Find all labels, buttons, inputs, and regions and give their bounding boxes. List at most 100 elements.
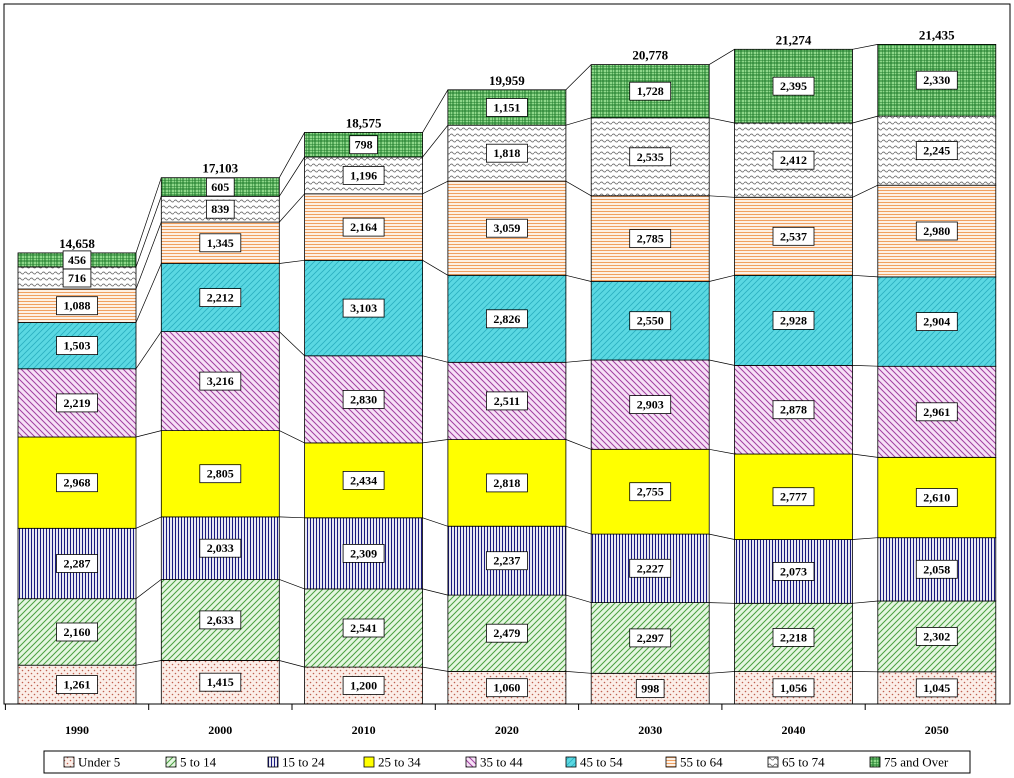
value-label-box xyxy=(56,393,98,413)
value-label-under-5-1990: 1,261 xyxy=(64,678,91,692)
value-label-25-to-34-2000: 2,805 xyxy=(207,467,234,481)
connector-line xyxy=(709,49,735,65)
legend-label-65-to-74: 65 to 74 xyxy=(782,755,825,770)
value-label-box xyxy=(56,336,98,356)
total-label-2040: 21,274 xyxy=(776,32,812,47)
value-label-5-to-14-2040: 2,218 xyxy=(780,630,807,644)
legend-label-5-to-14: 5 to 14 xyxy=(180,755,217,770)
connector-line xyxy=(565,359,592,363)
connector-line xyxy=(135,263,162,323)
value-label-45-to-54-2020: 2,826 xyxy=(493,312,520,326)
value-label-65-to-74-2050: 2,245 xyxy=(923,144,950,158)
value-label-75-and-over-2000: 605 xyxy=(211,180,229,194)
value-label-15-to-24-2030: 2,227 xyxy=(637,561,664,575)
x-tick-2020: 2020 xyxy=(495,723,519,737)
value-labels-group: 1,261 2,160 2,287 2,968 2,219 1,503 1,088 716 45… xyxy=(56,70,958,698)
value-label-35-to-44-2020: 2,511 xyxy=(494,394,520,408)
bar-45-to-54-2000 xyxy=(160,263,280,332)
value-label-65-to-74-2010: 1,196 xyxy=(350,168,377,182)
value-label-5-to-14-2030: 2,297 xyxy=(637,631,664,645)
value-label-box xyxy=(485,143,528,163)
value-label-box xyxy=(772,400,815,420)
value-label-box xyxy=(629,229,672,249)
value-label-box xyxy=(772,150,815,170)
total-labels-group: 14,658 17,103 18,575 19,959 20,778 21,274 21,4… xyxy=(59,27,955,251)
connector-line xyxy=(279,579,305,590)
value-label-65-to-74-1990: 716 xyxy=(68,271,86,285)
value-label-box xyxy=(342,389,385,409)
value-label-25-to-34-2030: 2,755 xyxy=(637,485,664,499)
connector-line xyxy=(279,516,305,519)
value-label-65-to-74-2000: 839 xyxy=(211,202,229,216)
value-label-65-to-74-2040: 2,412 xyxy=(780,153,807,167)
connector-line xyxy=(135,221,162,290)
value-label-35-to-44-1990: 2,219 xyxy=(64,396,91,410)
value-label-55-to-64-2000: 1,345 xyxy=(207,236,234,250)
value-label-45-to-54-1990: 1,503 xyxy=(64,339,91,353)
value-label-box xyxy=(915,627,958,646)
value-label-55-to-64-2040: 2,537 xyxy=(780,229,807,243)
value-label-box xyxy=(485,678,528,698)
value-label-box xyxy=(485,391,528,411)
value-label-15-to-24-2040: 2,073 xyxy=(780,564,807,578)
x-tick-2000: 2000 xyxy=(208,723,232,737)
value-label-35-to-44-2010: 2,830 xyxy=(350,392,377,406)
value-label-under-5-2010: 1,200 xyxy=(350,679,377,693)
value-label-box xyxy=(56,622,98,642)
x-tick-2030: 2030 xyxy=(638,723,662,737)
total-label-1990: 14,658 xyxy=(59,236,95,251)
value-label-under-5-2050: 1,045 xyxy=(923,681,950,695)
x-tick-2050: 2050 xyxy=(925,723,949,737)
connector-line xyxy=(422,666,448,672)
connector-line xyxy=(279,156,305,197)
value-label-box xyxy=(629,147,672,167)
connector-line xyxy=(852,365,878,367)
value-label-box xyxy=(56,675,98,694)
value-label-75-and-over-2030: 1,728 xyxy=(637,84,664,98)
value-label-35-to-44-2050: 2,961 xyxy=(923,405,950,419)
value-label-box xyxy=(485,551,528,571)
legend-swatch-5-to-14 xyxy=(165,756,177,768)
value-label-75-and-over-1990: 456 xyxy=(68,253,86,267)
value-label-25-to-34-2020: 2,818 xyxy=(493,476,520,490)
value-label-box xyxy=(349,135,378,155)
bar-25-to-34-2050 xyxy=(877,456,997,539)
bar-45-to-54-2010 xyxy=(304,259,424,357)
value-label-35-to-44-2040: 2,878 xyxy=(780,403,807,417)
value-label-15-to-24-2050: 2,058 xyxy=(923,562,950,576)
connector-line xyxy=(422,517,449,527)
value-label-box xyxy=(342,544,385,563)
total-label-2030: 20,778 xyxy=(632,48,668,63)
value-label-box xyxy=(772,76,815,96)
value-label-box xyxy=(772,562,815,581)
connector-line xyxy=(852,537,878,540)
x-tick-1990: 1990 xyxy=(65,723,89,737)
value-label-box xyxy=(772,628,815,647)
connector-line xyxy=(709,274,735,282)
legend-swatch-35-to-44 xyxy=(465,756,477,768)
value-label-box xyxy=(485,98,528,117)
legend-swatch-75-and-over xyxy=(869,756,881,768)
value-label-75-and-over-2010: 798 xyxy=(355,138,373,152)
value-label-65-to-74-2030: 2,535 xyxy=(637,150,664,164)
connector-line xyxy=(422,355,448,363)
value-label-box xyxy=(629,482,672,502)
connector-line xyxy=(852,115,878,124)
connector-line xyxy=(565,671,592,674)
value-label-box xyxy=(205,177,235,197)
value-label-35-to-44-2030: 2,903 xyxy=(637,398,664,412)
connector-line xyxy=(422,124,449,158)
value-label-55-to-64-2030: 2,785 xyxy=(637,232,664,246)
value-label-15-to-24-1990: 2,287 xyxy=(64,557,91,571)
value-label-box xyxy=(485,473,528,493)
connector-line xyxy=(279,331,305,357)
value-label-box xyxy=(199,464,242,484)
connector-line xyxy=(709,533,735,540)
value-label-box xyxy=(199,371,242,391)
value-label-box xyxy=(199,538,242,558)
value-label-box xyxy=(56,296,98,316)
total-label-2050: 21,435 xyxy=(919,27,955,42)
value-label-75-and-over-2020: 1,151 xyxy=(493,101,520,115)
connector-line xyxy=(422,588,448,596)
